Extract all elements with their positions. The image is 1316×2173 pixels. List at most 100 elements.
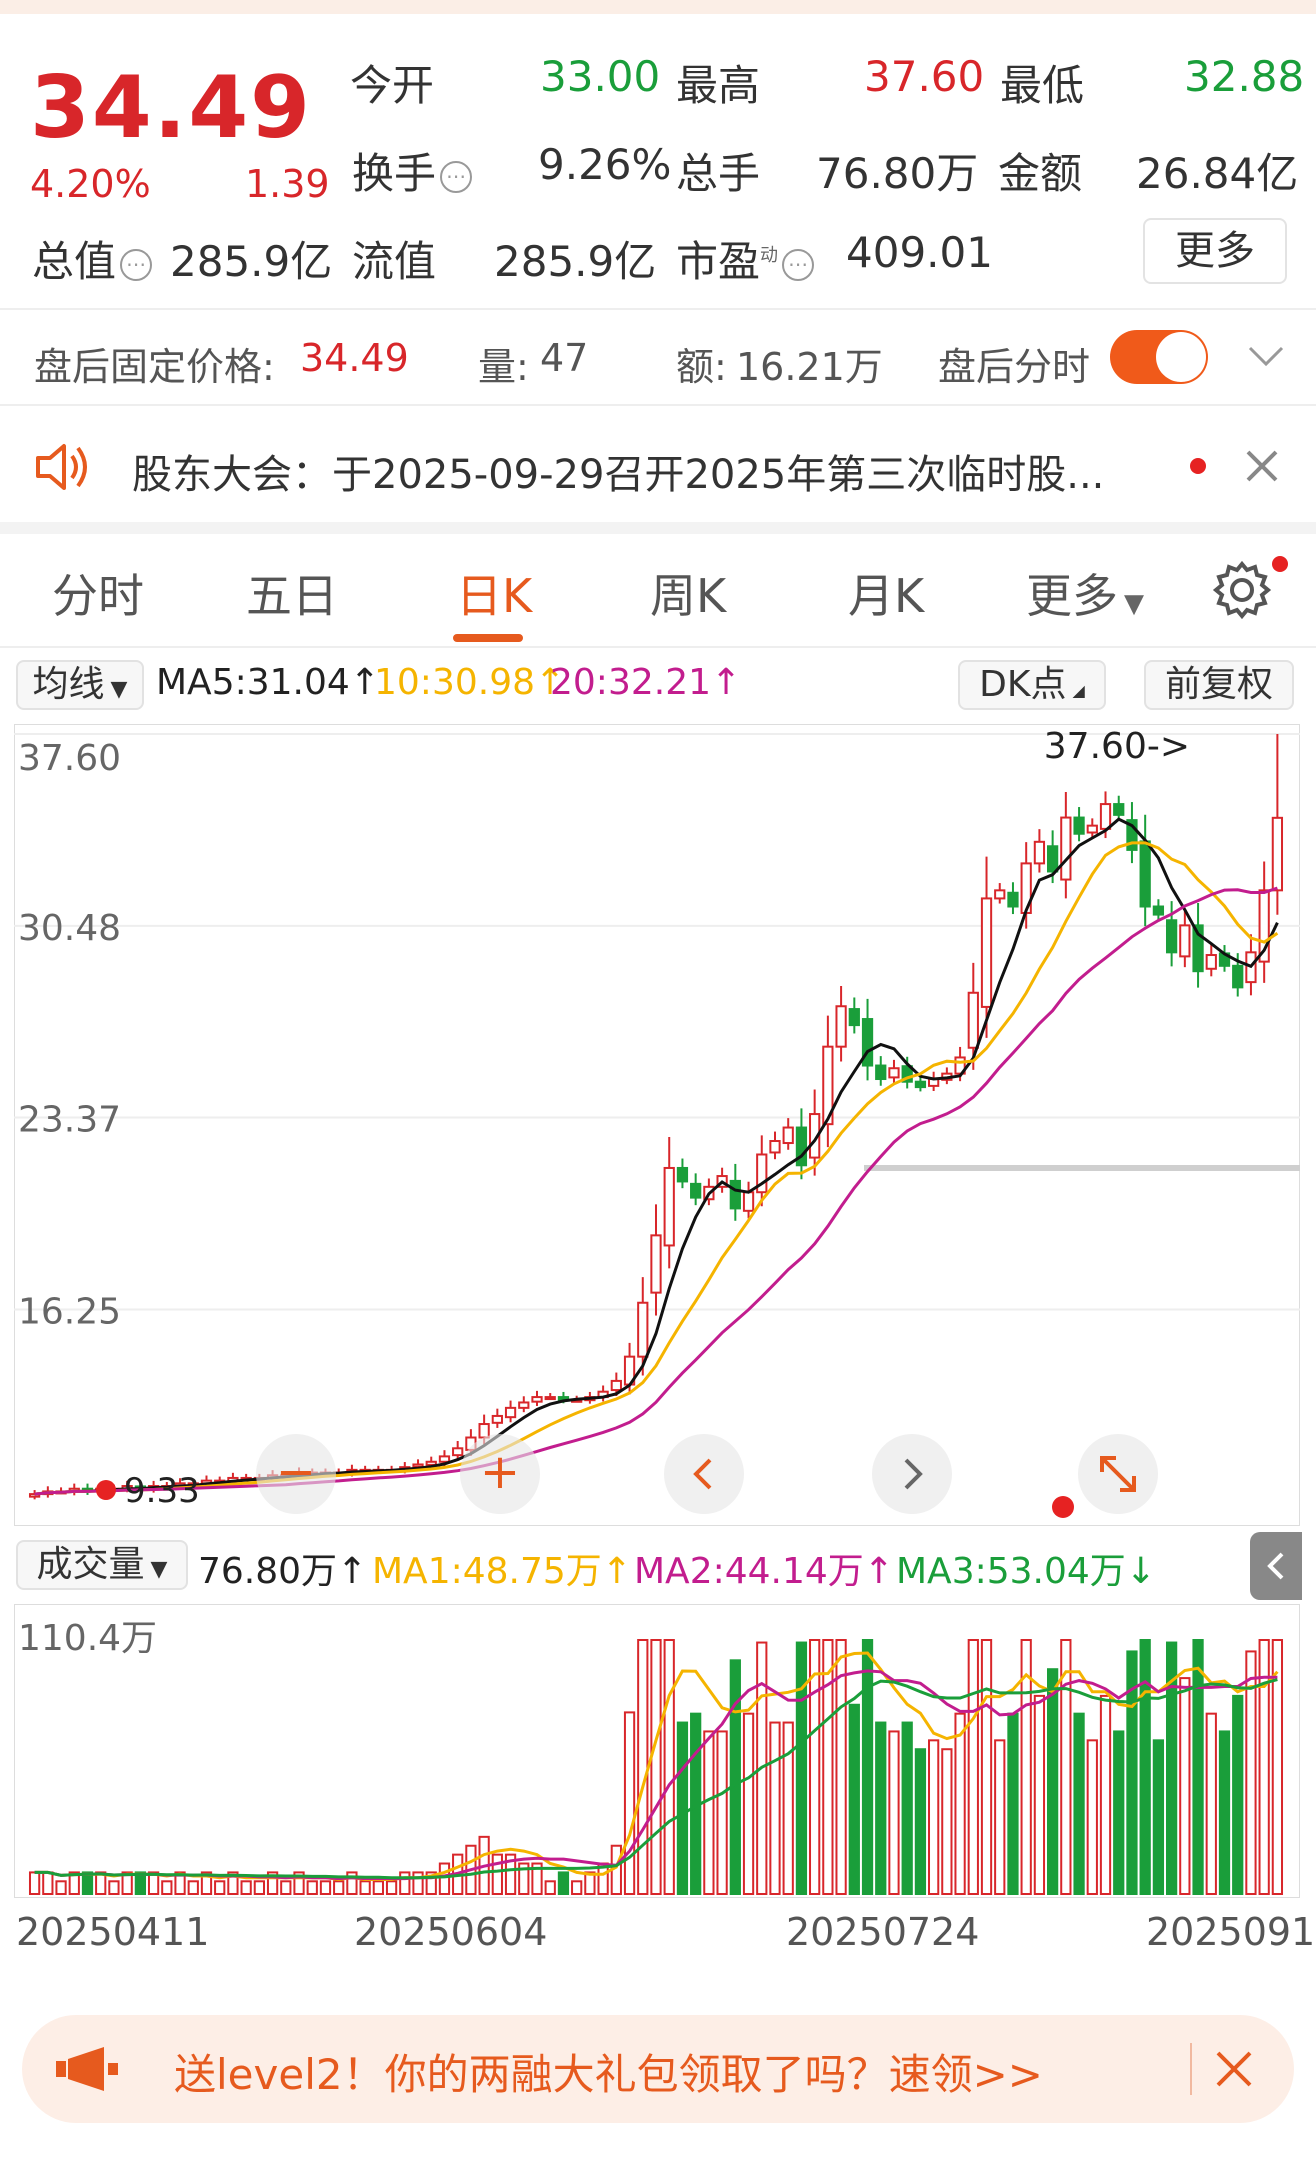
volume-bar bbox=[716, 1730, 728, 1895]
volume-bar bbox=[42, 1871, 54, 1896]
volume-selector[interactable]: 成交量 ▼ bbox=[16, 1540, 188, 1590]
info-icon[interactable]: ⋯ bbox=[782, 248, 815, 281]
volume-bar bbox=[55, 1880, 67, 1895]
ma-selector-label: 均线 bbox=[32, 664, 105, 705]
more-button[interactable]: 更多 bbox=[1143, 218, 1287, 284]
candle-body bbox=[452, 1447, 464, 1457]
chevron-down-icon[interactable] bbox=[1246, 340, 1286, 370]
volume-chart[interactable]: 110.4万 bbox=[14, 1604, 1300, 1898]
after-price-label: 盘后固定价格: bbox=[34, 345, 275, 389]
gear-icon[interactable] bbox=[1210, 558, 1274, 622]
candle-body bbox=[861, 1018, 874, 1067]
volume-bar bbox=[557, 1871, 570, 1896]
after-amt-value: 16.21万 bbox=[736, 345, 883, 389]
max-price-label: 37.60-> bbox=[1044, 726, 1190, 767]
candle-body bbox=[650, 1234, 662, 1294]
dk-point-button[interactable]: DK点 ◢ bbox=[958, 660, 1106, 710]
caret-down-icon: ▼ bbox=[110, 677, 128, 702]
candle-body bbox=[1086, 824, 1098, 834]
candle-body bbox=[1060, 816, 1072, 881]
volume-bar bbox=[385, 1880, 398, 1895]
pe-label[interactable]: 市盈动 ⋯ bbox=[676, 228, 815, 289]
candle-body bbox=[1258, 889, 1270, 963]
volume-bar bbox=[293, 1871, 305, 1896]
min-price-marker bbox=[96, 1480, 116, 1500]
volume-bar bbox=[372, 1880, 384, 1895]
volume-current: 76.80万↑ bbox=[198, 1551, 368, 1592]
zoom-in-button[interactable]: + bbox=[460, 1434, 540, 1514]
adjust-button[interactable]: 前复权 bbox=[1144, 660, 1294, 710]
candle-body bbox=[1099, 803, 1112, 830]
ma5-line bbox=[34, 817, 1279, 1496]
amount-label: 金额 bbox=[998, 149, 1083, 198]
after-hours-toggle[interactable] bbox=[1110, 330, 1208, 384]
tab-daily-k[interactable]: 日K bbox=[456, 569, 533, 623]
close-icon[interactable] bbox=[1244, 448, 1280, 484]
info-icon[interactable]: ⋯ bbox=[440, 160, 473, 193]
unread-dot bbox=[1190, 458, 1206, 474]
collapse-panel-button[interactable] bbox=[1250, 1532, 1302, 1600]
volume-bar bbox=[1086, 1739, 1098, 1895]
volume-bar bbox=[782, 1721, 794, 1895]
tab-five-day[interactable]: 五日 bbox=[246, 569, 338, 623]
promo-banner[interactable]: 送level2！你的两融大礼包领取了吗？速领>> bbox=[22, 2015, 1294, 2123]
low-value: 32.88 bbox=[1184, 52, 1305, 101]
section-gap bbox=[0, 522, 1316, 534]
scroll-left-button[interactable] bbox=[664, 1434, 744, 1514]
scroll-right-button[interactable] bbox=[872, 1434, 952, 1514]
volume-bar bbox=[280, 1880, 292, 1895]
price-tick-label: 16.25 bbox=[18, 1291, 121, 1332]
mcap-label[interactable]: 总值 ⋯ bbox=[32, 228, 153, 289]
kline-chart-area[interactable]: 均线 ▼ MA5:31.04↑ 10:30.98↑ 20:32.21↑ DK点 ◢ … bbox=[0, 648, 1316, 1993]
volume-bar bbox=[809, 1639, 821, 1895]
active-tab-indicator bbox=[453, 634, 523, 642]
min-price-label: 9.33 bbox=[124, 1471, 200, 1511]
tab-intraday[interactable]: 分时 bbox=[52, 569, 144, 623]
after-toggle-label: 盘后分时 bbox=[938, 345, 1091, 389]
tab-weekly-k[interactable]: 周K bbox=[650, 569, 727, 623]
chevron-right-icon bbox=[904, 1458, 923, 1490]
fullscreen-button[interactable] bbox=[1078, 1434, 1158, 1514]
volume-bar bbox=[134, 1871, 147, 1896]
candle-body bbox=[1073, 816, 1085, 835]
candle-body bbox=[875, 1064, 887, 1081]
volume-bar bbox=[121, 1871, 133, 1896]
tab-monthly-k[interactable]: 月K bbox=[848, 569, 925, 623]
volume-bar bbox=[1218, 1730, 1231, 1895]
close-icon[interactable] bbox=[1214, 2049, 1254, 2089]
notice-bar[interactable]: 股东大会：于2025-09-29召开2025年第三次临时股... bbox=[0, 410, 1316, 522]
volume-bar bbox=[1245, 1650, 1257, 1896]
volume-value: 76.80万 bbox=[816, 149, 979, 198]
candle-body bbox=[822, 1045, 834, 1126]
price-tick-label: 37.60 bbox=[18, 738, 121, 779]
candle-body bbox=[690, 1182, 702, 1199]
volume-bar bbox=[584, 1871, 596, 1896]
pe-value: 409.01 bbox=[846, 228, 993, 277]
volume-bar bbox=[174, 1871, 186, 1896]
candle-body bbox=[1232, 964, 1244, 989]
volume-label: 总手 bbox=[676, 149, 761, 198]
candle-body bbox=[676, 1166, 689, 1183]
volume-bar bbox=[200, 1871, 213, 1896]
volume-bar bbox=[1033, 1694, 1046, 1895]
vol-ma2: MA2:44.14万↑ bbox=[634, 1551, 894, 1592]
candle-body bbox=[914, 1080, 927, 1089]
tab-more[interactable]: 更多 ▼ bbox=[1026, 560, 1144, 626]
zoom-out-button[interactable]: − bbox=[256, 1434, 336, 1514]
volume-bar bbox=[848, 1703, 860, 1895]
chevron-left-icon bbox=[1267, 1552, 1284, 1580]
turnover-label[interactable]: 换手 ⋯ bbox=[352, 140, 473, 201]
info-icon[interactable]: ⋯ bbox=[120, 248, 153, 281]
volume-bar bbox=[161, 1880, 173, 1895]
event-dot[interactable] bbox=[1052, 1496, 1074, 1518]
top-band bbox=[0, 0, 1316, 14]
candlestick-chart[interactable]: 37.60 30.48 23.37 16.25 37.60-> 9.33 bbox=[14, 724, 1300, 1526]
volume-bar bbox=[399, 1871, 411, 1896]
volume-bar bbox=[1139, 1639, 1151, 1895]
ma-selector[interactable]: 均线 ▼ bbox=[16, 660, 144, 710]
expand-icon bbox=[1100, 1456, 1136, 1492]
vol-ma1: MA1:48.75万↑ bbox=[372, 1551, 632, 1592]
volume-bar bbox=[994, 1739, 1006, 1895]
volume-bar bbox=[544, 1880, 556, 1895]
volume-bar bbox=[253, 1880, 265, 1895]
